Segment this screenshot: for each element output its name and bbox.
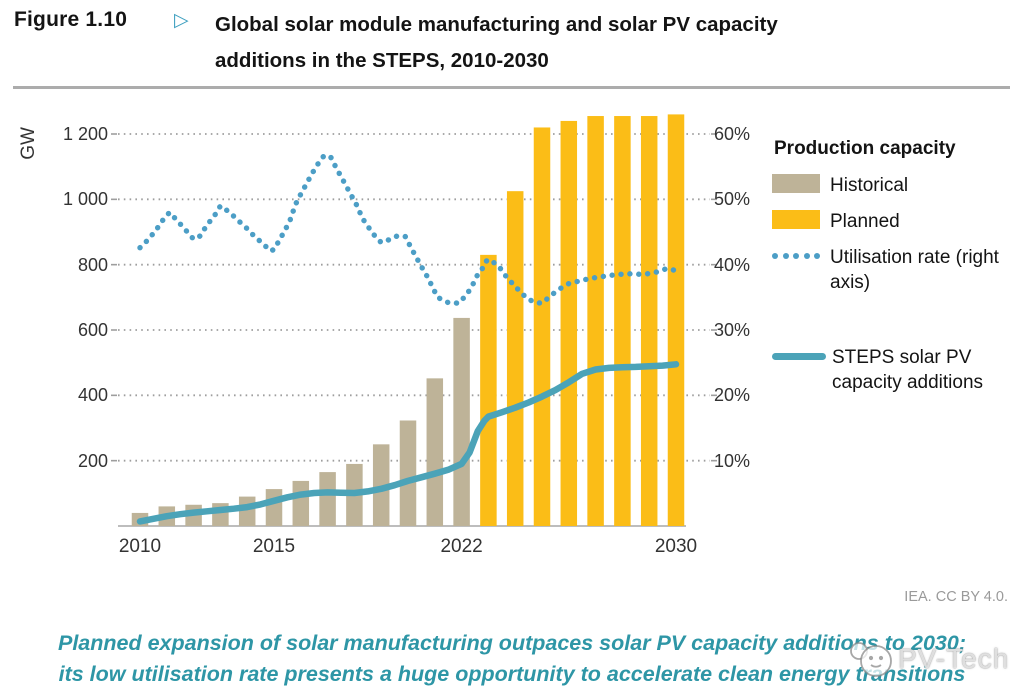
figure-arrow-icon: ▷ (174, 10, 189, 31)
chart-legend: Production capacity Historical Planned U… (772, 138, 1020, 406)
legend-item-planned: Planned (772, 209, 1020, 234)
right-axis-tick-20: 20% (714, 385, 751, 406)
left-axis-tick-1200: 1 200 (62, 124, 108, 144)
legend-label-utilisation: Utilisation rate (right axis) (830, 247, 999, 293)
bar-2027 (587, 116, 604, 527)
x-axis-tick-2010: 2010 (118, 536, 162, 557)
bar-2029 (640, 116, 658, 527)
right-axis-tick-60: 60% (714, 124, 751, 144)
right-axis-tick-50: 50% (714, 189, 751, 210)
legend-label-planned: Planned (830, 211, 900, 232)
utilisation-dotted-swatch (772, 246, 820, 265)
bar-2020 (399, 420, 417, 526)
historical-swatch (772, 174, 820, 193)
right-axis-tick-30: 30% (714, 320, 751, 340)
steps-line-swatch (772, 353, 826, 360)
x-axis-tick-2030: 2030 (654, 536, 698, 557)
bar-2022 (453, 317, 470, 526)
bar-2021 (426, 378, 444, 526)
bar-2014 (238, 496, 256, 526)
figure-title-line2: additions in the STEPS, 2010-2030 (215, 49, 549, 72)
bar-2019 (372, 444, 390, 526)
legend-item-utilisation: Utilisation rate (right axis) (772, 245, 1020, 295)
left-axis-tick-400: 400 (77, 385, 108, 406)
title-divider (13, 86, 1010, 89)
steps-capacity-line (136, 361, 680, 525)
legend-label-historical: Historical (830, 175, 909, 196)
legend-item-historical: Historical (772, 173, 1020, 198)
left-axis-tick-600: 600 (77, 320, 108, 340)
bar-2016 (292, 480, 310, 526)
figure-title: Global solar module manufacturing and so… (215, 7, 778, 79)
left-axis-tick-200: 200 (77, 450, 108, 471)
bar-2024 (506, 191, 524, 526)
utilisation-rate-line (137, 153, 679, 306)
caption-line2: its low utilisation rate presents a huge… (58, 662, 966, 686)
bar-2025 (533, 127, 551, 526)
bar-2015 (265, 489, 283, 526)
bar-2030 (667, 114, 685, 527)
x-axis-tick-2015: 2015 (252, 536, 296, 557)
figure-title-line1: Global solar module manufacturing and so… (215, 13, 778, 36)
right-axis-tick-10: 10% (714, 450, 751, 471)
left-axis-tick-800: 800 (77, 254, 108, 275)
bar-2023 (480, 254, 497, 526)
left-axis-tick-1000: 1 000 (62, 189, 108, 210)
bar-2026 (560, 120, 578, 526)
bar-2028 (614, 116, 631, 527)
legend-item-steps: STEPS solar PV capacity additions (772, 345, 1020, 395)
legend-header: Production capacity (774, 138, 956, 159)
legend-label-steps: STEPS solar PV capacity additions (832, 347, 984, 393)
iea-attribution: IEA. CC BY 4.0. (904, 589, 1008, 605)
chart-caption: Planned expansion of solar manufacturing… (0, 628, 1024, 690)
bar-2017 (319, 472, 336, 526)
planned-swatch (772, 210, 820, 229)
right-axis-tick-40: 40% (714, 254, 751, 275)
figure-number: Figure 1.10 (14, 8, 128, 31)
caption-line1: Planned expansion of solar manufacturing… (57, 631, 966, 655)
x-axis-tick-2022: 2022 (440, 536, 483, 557)
